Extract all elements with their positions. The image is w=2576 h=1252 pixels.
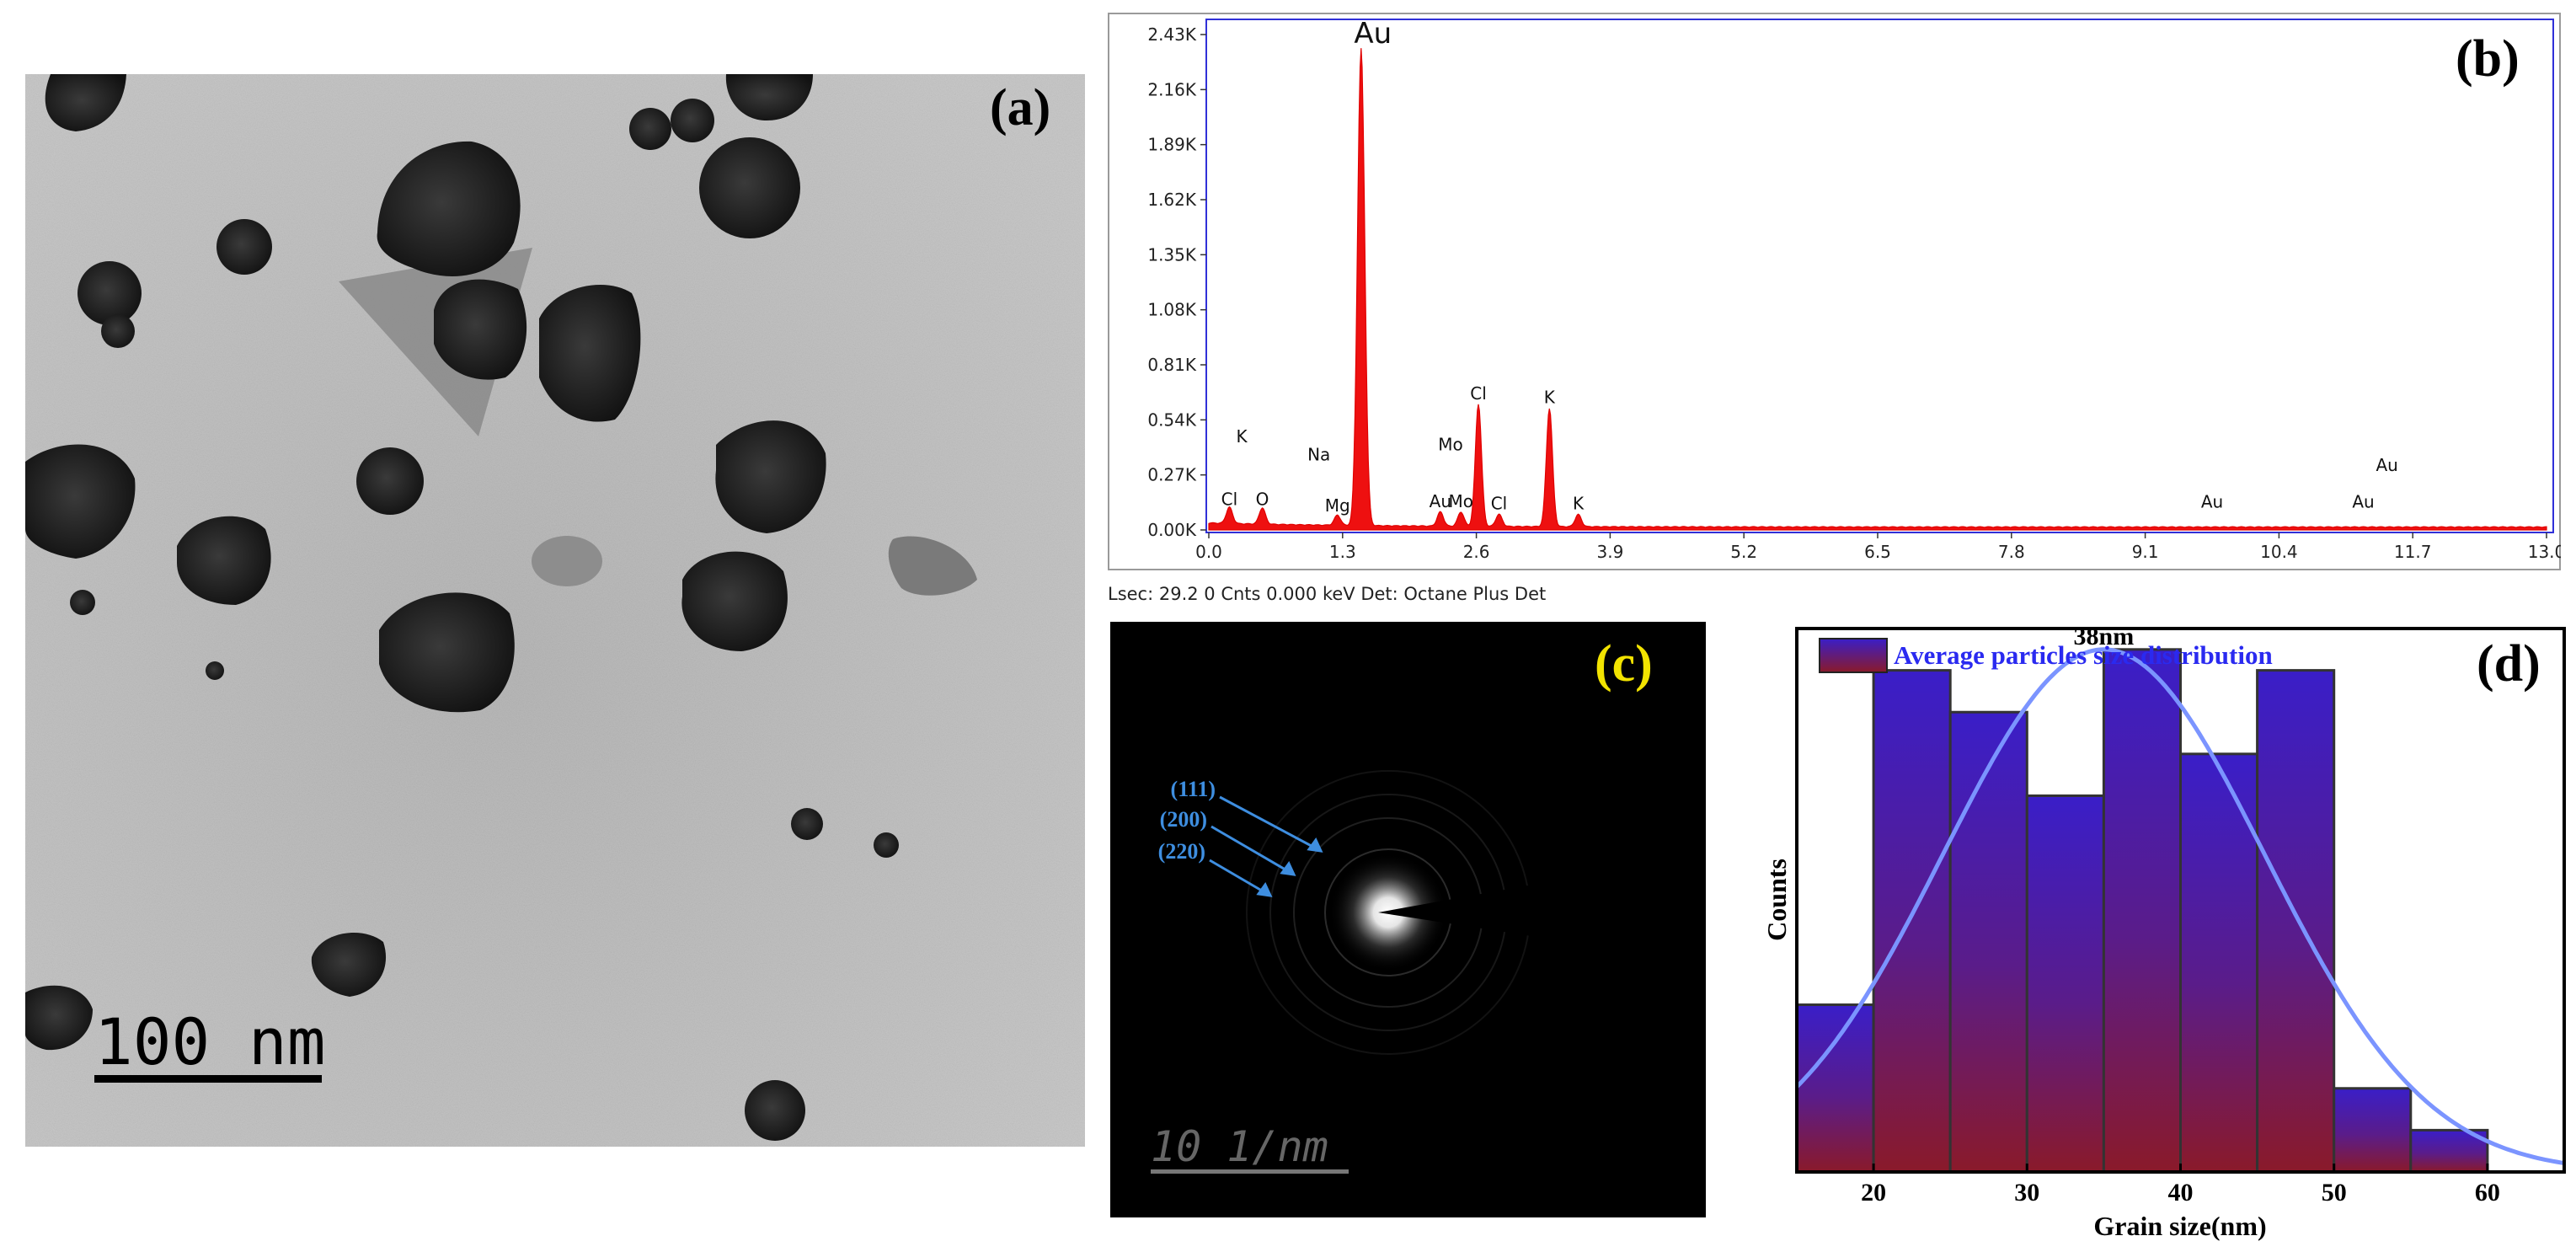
saed-scale-bar-label: 10 1/nm bbox=[1151, 1122, 1328, 1171]
eds-x-tick-label: 11.7 bbox=[2394, 542, 2432, 562]
eds-x-tick-label: 6.5 bbox=[1864, 542, 1891, 562]
eds-y-tick-label: 0.00K bbox=[1147, 520, 1197, 540]
hist-x-tick-label: 30 bbox=[2014, 1179, 2039, 1207]
saed-annotation-111: (111) bbox=[1171, 777, 1216, 801]
eds-annotation: K bbox=[1237, 426, 1248, 447]
tem-image: 100 nm bbox=[25, 74, 1085, 1147]
eds-x-tick-label: 10.4 bbox=[2260, 542, 2298, 562]
size-distribution-panel: 20 30 40 50 60 Average particles size distri… bbox=[1752, 622, 2576, 1248]
eds-x-tick-label: 2.6 bbox=[1463, 542, 1490, 562]
legend-label: Average particles size distribution bbox=[1894, 640, 2273, 670]
histogram-bar bbox=[1948, 710, 2028, 1174]
legend-swatch bbox=[1819, 638, 1888, 673]
eds-x-tick-label: 5.2 bbox=[1730, 542, 1757, 562]
eds-y-tick-label: 1.62K bbox=[1147, 190, 1197, 210]
eds-annotation: Au bbox=[2376, 455, 2397, 475]
saed-pattern: (111) (200) (220) 10 1/nm bbox=[1151, 770, 1706, 1174]
eds-peak-label: Au bbox=[1430, 491, 1451, 511]
eds-peak-label: O bbox=[1256, 490, 1269, 510]
eds-peak-label: Mo bbox=[1449, 491, 1474, 511]
eds-peak-label: Cl bbox=[1470, 383, 1487, 404]
eds-peak-label: Cl bbox=[1221, 490, 1238, 510]
eds-spectrum-chart: 0.0 1.3 2.6 3.9 5.2 6.5 7.8 9.1 10.4 11.7 13.0 0.00… bbox=[1108, 13, 2565, 604]
saed-panel: (111) (200) (220) 10 1/nm (c) bbox=[1110, 622, 1706, 1217]
eds-peak-label: K bbox=[1573, 493, 1585, 513]
tem-particles bbox=[25, 74, 899, 1141]
eds-annotation: Au bbox=[2352, 491, 2374, 511]
histogram-bar bbox=[2102, 648, 2182, 1174]
tem-scale-bar-label: 100 nm bbox=[94, 1004, 326, 1079]
saed-beam-stop bbox=[1378, 853, 1706, 963]
histogram-bar bbox=[1795, 1003, 1875, 1174]
tem-scale-bar bbox=[94, 1075, 322, 1083]
histogram-bar bbox=[1872, 669, 1952, 1174]
tem-particle-light bbox=[532, 536, 602, 586]
histogram-bar bbox=[2333, 1087, 2413, 1174]
histogram-bar bbox=[2025, 794, 2105, 1174]
eds-y-tick-label: 0.54K bbox=[1147, 409, 1197, 430]
eds-y-tick-label: 2.43K bbox=[1147, 24, 1197, 45]
eds-y-tick-label: 2.16K bbox=[1147, 79, 1197, 99]
fit-peak-label: 38nm bbox=[2074, 623, 2135, 650]
eds-x-tick-label: 13.0 bbox=[2528, 542, 2561, 562]
panel-b-label: (b) bbox=[2456, 30, 2520, 88]
eds-peak-label: Mg bbox=[1325, 495, 1350, 516]
histogram-bar bbox=[2256, 669, 2336, 1174]
x-axis-label: Grain size(nm) bbox=[2093, 1211, 2266, 1241]
eds-y-tick-label: 1.08K bbox=[1147, 300, 1197, 320]
y-axis-label: Counts bbox=[1761, 859, 1792, 941]
gaussian-fit-curve bbox=[1795, 647, 2565, 1165]
panel-c-label: (c) bbox=[1595, 635, 1653, 693]
histogram-bar bbox=[2179, 752, 2259, 1174]
eds-x-tick-label: 7.8 bbox=[1998, 542, 2025, 562]
eds-y-tick-label: 1.89K bbox=[1147, 135, 1197, 155]
panel-d-label: (d) bbox=[2477, 635, 2541, 693]
saed-arrows bbox=[1209, 795, 1323, 897]
eds-annotation: Na bbox=[1307, 445, 1330, 465]
eds-peak-label: K bbox=[1544, 388, 1556, 408]
eds-x-tick-label: 1.3 bbox=[1329, 542, 1356, 562]
eds-y-tick-label: 0.81K bbox=[1147, 355, 1197, 375]
hist-x-tick-label: 60 bbox=[2475, 1179, 2500, 1207]
saed-annotation-200: (200) bbox=[1160, 807, 1207, 832]
eds-x-tick-label: 0.0 bbox=[1195, 542, 1222, 562]
tem-particle-light bbox=[888, 536, 977, 596]
hist-x-tick-label: 40 bbox=[2168, 1179, 2194, 1207]
hist-x-tick-label: 50 bbox=[2322, 1179, 2347, 1207]
panel-a-label: (a) bbox=[990, 79, 1051, 136]
eds-y-tick-label: 1.35K bbox=[1147, 244, 1197, 265]
eds-annotation: Au bbox=[2201, 491, 2223, 511]
tem-image-panel: 100 nm (a) bbox=[25, 74, 1085, 1147]
eds-peak-label: Cl bbox=[1491, 493, 1508, 513]
eds-x-tick-label: 3.9 bbox=[1596, 542, 1623, 562]
saed-scale-bar bbox=[1151, 1169, 1349, 1174]
eds-peak-label: Au bbox=[1354, 17, 1392, 51]
tem-background bbox=[25, 74, 1085, 1147]
eds-spectrum-panel: 0.0 1.3 2.6 3.9 5.2 6.5 7.8 9.1 10.4 11.7 13.0 0.00… bbox=[1108, 13, 2565, 611]
eds-annotation: Mo bbox=[1438, 435, 1463, 455]
eds-spectrum-trace bbox=[1208, 48, 2547, 531]
eds-x-tick-label: 9.1 bbox=[2132, 542, 2159, 562]
eds-y-tick-label: 0.27K bbox=[1147, 465, 1197, 485]
eds-plot-frame bbox=[1205, 19, 2554, 533]
size-distribution-chart: 20 30 40 50 60 Average particles size distri… bbox=[1761, 623, 2566, 1241]
saed-annotation-220: (220) bbox=[1158, 839, 1205, 864]
hist-x-tick-label: 20 bbox=[1861, 1179, 1886, 1207]
eds-status-line: Lsec: 29.2 0 Cnts 0.000 keV Det: Octane … bbox=[1108, 584, 1546, 604]
